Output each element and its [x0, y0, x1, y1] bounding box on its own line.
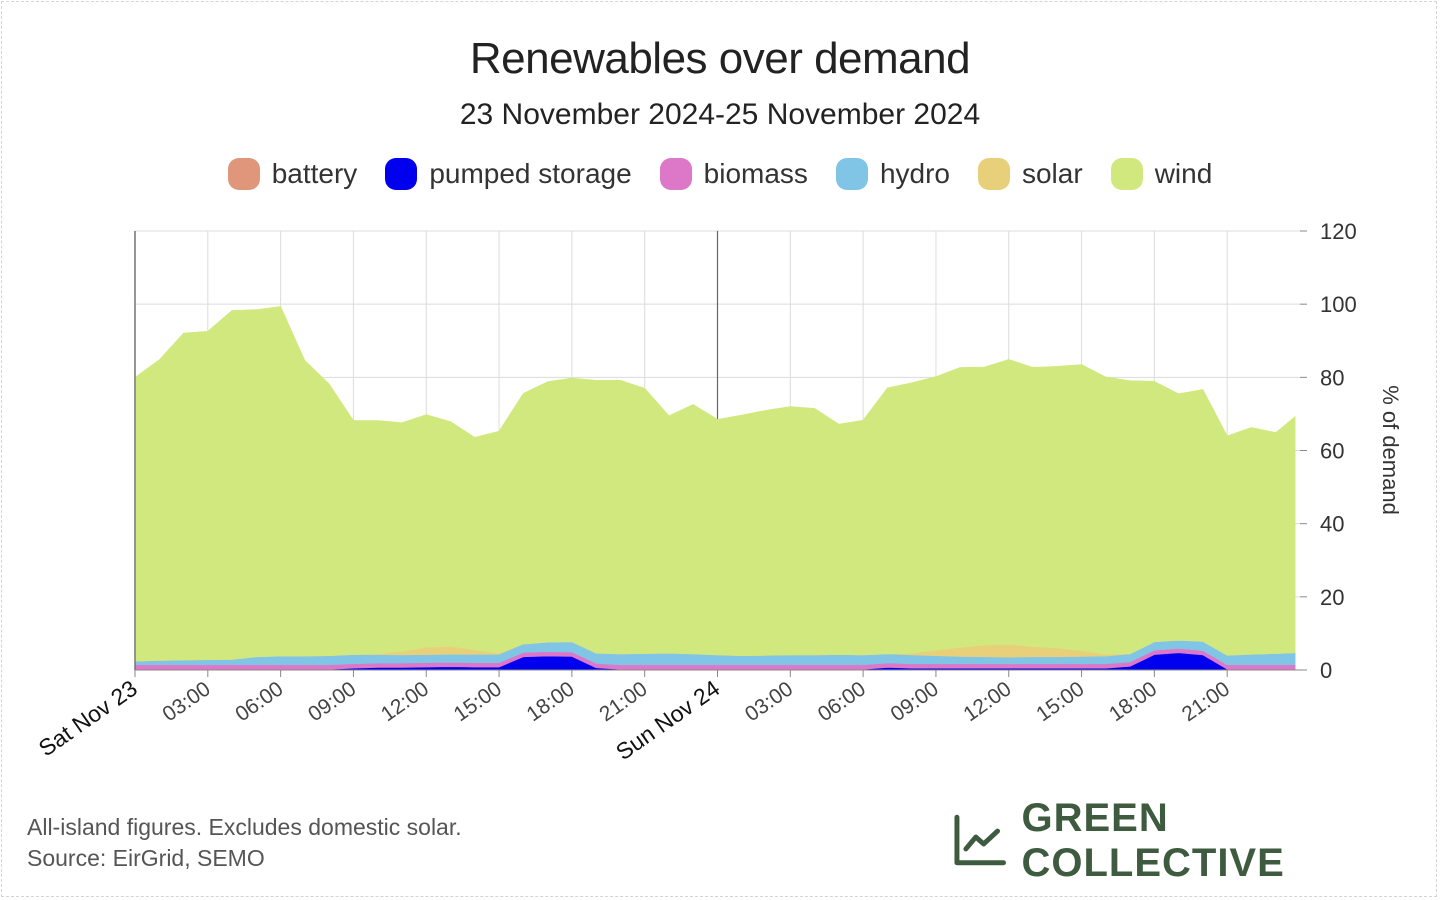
y-tick-label: 80 — [1320, 365, 1344, 390]
x-tick-label: 03:00 — [158, 677, 214, 726]
axes — [134, 230, 1307, 677]
x-tick-label: 15:00 — [1032, 677, 1088, 726]
y-tick-label: 20 — [1320, 585, 1344, 610]
legend-swatch-wind — [1110, 158, 1143, 190]
area-wind — [134, 306, 1296, 662]
legend-label-solar: solar — [1021, 158, 1083, 189]
x-tick-label: 15:00 — [450, 677, 506, 726]
trend-chart-icon — [954, 814, 1006, 866]
legend-item-battery[interactable]: battery — [227, 158, 358, 190]
legend-swatch-biomass — [659, 158, 692, 190]
legend-label-battery: battery — [271, 158, 358, 189]
x-tick-label: 18:00 — [1105, 677, 1161, 726]
x-tick-label: 09:00 — [304, 677, 360, 726]
legend-swatch-pumped-storage — [385, 158, 418, 190]
y-tick-labels: 0 20 40 60 80 100 120 — [1320, 219, 1357, 683]
legend-label-wind: wind — [1154, 158, 1213, 189]
y-tick-label: 0 — [1320, 658, 1332, 683]
y-tick-label: 60 — [1320, 439, 1344, 464]
brand-logo[interactable]: GREEN COLLECTIVE — [952, 796, 1440, 885]
x-tick-label: 21:00 — [595, 677, 651, 726]
brand-name: GREEN COLLECTIVE — [1021, 796, 1285, 885]
legend-label-pumped-storage: pumped storage — [429, 158, 632, 189]
chart-subtitle: 23 November 2024-25 November 2024 — [459, 98, 981, 131]
x-tick-label: 06:00 — [814, 677, 870, 726]
y-tick-label: 100 — [1320, 292, 1357, 317]
y-tick-label: 120 — [1320, 219, 1357, 244]
x-tick-label: 03:00 — [741, 677, 797, 726]
legend-label-hydro: hydro — [879, 158, 950, 189]
chart-title: Renewables over demand — [469, 34, 971, 83]
renewables-area-chart: 0 20 40 60 80 100 120 Sat Nov 23 03:00 06:00 09:0… — [34, 219, 1403, 765]
x-tick-label: 21:00 — [1178, 677, 1234, 726]
y-axis-label: % of demand — [1378, 385, 1403, 515]
x-tick-label: 18:00 — [522, 677, 578, 726]
legend-swatch-hydro — [835, 158, 868, 190]
footnote: All-island figures. Excludes domestic so… — [27, 812, 462, 874]
x-tick-labels: Sat Nov 23 03:00 06:00 09:00 12:00 15:00 18:00… — [34, 675, 1234, 765]
x-tick-label: 09:00 — [887, 677, 943, 726]
x-tick-label: 12:00 — [377, 677, 433, 726]
y-tick-label: 40 — [1320, 512, 1344, 537]
footnote-line-1: All-island figures. Excludes domestic so… — [27, 814, 462, 840]
stacked-areas — [134, 306, 1296, 671]
x-tick-label-day: Sat Nov 23 — [34, 675, 142, 762]
legend-swatch-solar — [977, 158, 1010, 190]
legend: battery pumped storage biomass hydro sol… — [0, 152, 1440, 196]
x-tick-label: 06:00 — [231, 677, 287, 726]
legend-item-hydro[interactable]: hydro — [835, 158, 950, 190]
x-tick-label: 12:00 — [959, 677, 1015, 726]
legend-swatch-battery — [227, 158, 260, 190]
legend-item-biomass[interactable]: biomass — [659, 158, 808, 190]
legend-item-solar[interactable]: solar — [977, 158, 1083, 190]
legend-item-pumped-storage[interactable]: pumped storage — [385, 158, 632, 190]
footnote-line-2: Source: EirGrid, SEMO — [27, 845, 265, 871]
legend-label-biomass: biomass — [703, 158, 808, 189]
legend-item-wind[interactable]: wind — [1110, 158, 1213, 190]
